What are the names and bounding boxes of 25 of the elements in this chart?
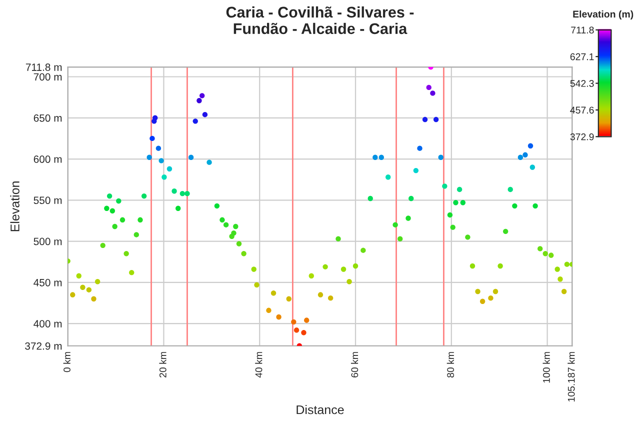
color-bar-label: 457.6	[570, 106, 594, 114]
y-tick-label: 650 m	[34, 114, 62, 122]
x-tick-label: 40 km	[255, 352, 262, 378]
y-tick-label: 372.9 m	[25, 342, 62, 350]
y-tick-label: 600 m	[34, 156, 62, 163]
y-tick-label: 450 m	[34, 278, 62, 286]
x-tick-label: 0 km	[63, 352, 70, 372]
y-axis-title: Elevation	[10, 182, 20, 232]
y-tick-label: 700 m	[34, 73, 62, 81]
y-tick-label: 500 m	[34, 238, 62, 246]
color-bar-label: 711.8	[571, 26, 594, 34]
x-axis-title: Distance	[296, 405, 344, 414]
chart-title: Caria - Covilhã - Silvares - Fundão - Alcaide - Caria	[226, 6, 414, 34]
y-tick-label: 550 m	[34, 196, 62, 204]
color-bar-title: Elevation (m)	[573, 10, 634, 20]
x-tick-label: 105.187 km	[568, 352, 575, 402]
color-bar-label: 627.1	[570, 53, 594, 60]
color-bar-label: 542.3	[570, 80, 594, 87]
x-tick-label: 60 km	[350, 352, 358, 378]
y-tick-label: 400 m	[34, 320, 62, 328]
color-bar-label: 372.9	[570, 133, 594, 140]
x-tick-label: 100 km	[542, 352, 550, 383]
y-tick-label: 711.8 m	[26, 64, 62, 71]
x-tick-label: 80 km	[446, 352, 454, 378]
x-tick-label: 20 km	[159, 352, 166, 378]
